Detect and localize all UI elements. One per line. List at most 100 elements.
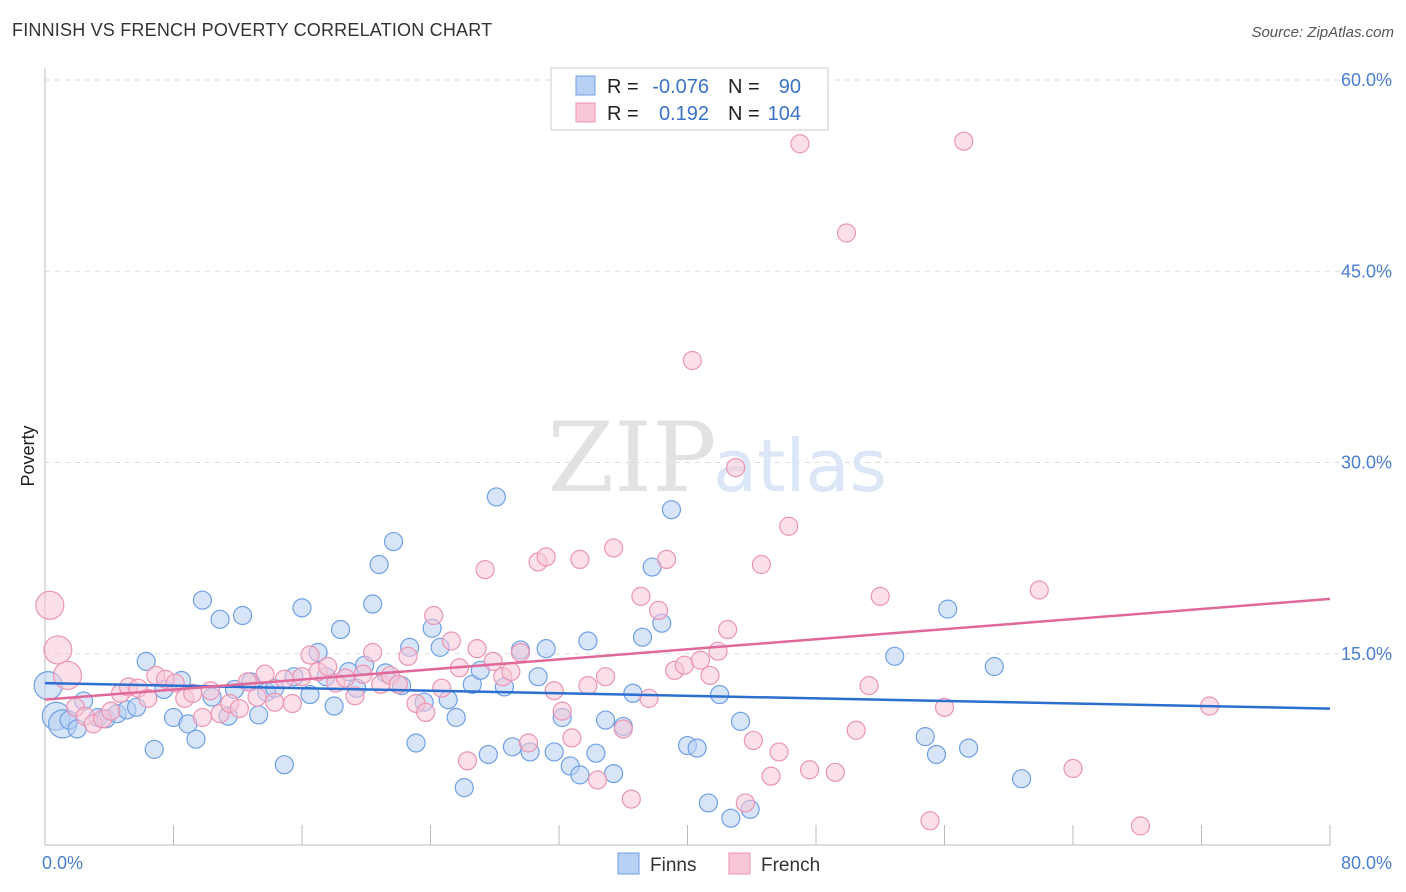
finns-point bbox=[536, 639, 556, 659]
finns-r-label: R = bbox=[607, 76, 639, 98]
french-point bbox=[35, 590, 65, 620]
french-legend-key bbox=[728, 852, 751, 875]
finns-points bbox=[33, 487, 1032, 828]
finns-point bbox=[478, 744, 498, 765]
finns-point bbox=[604, 763, 624, 784]
french-point bbox=[345, 686, 365, 706]
watermark-zip: ZIP bbox=[547, 402, 716, 514]
finns-point bbox=[984, 656, 1004, 677]
trend-lines bbox=[44, 597, 1331, 710]
french-point bbox=[761, 766, 781, 786]
finns-point bbox=[661, 500, 682, 520]
finns-point bbox=[300, 684, 320, 705]
finns-point bbox=[915, 727, 935, 747]
french-point bbox=[457, 751, 478, 771]
french-point bbox=[101, 701, 121, 721]
finns-point bbox=[406, 733, 426, 753]
french-point bbox=[562, 728, 582, 748]
french-point bbox=[769, 742, 789, 762]
french-point bbox=[648, 600, 669, 621]
finns-legend-swatch bbox=[575, 75, 596, 96]
finns-legend-key bbox=[617, 852, 640, 875]
french-point bbox=[613, 719, 633, 739]
y-tick-label: 30.0% bbox=[1341, 453, 1392, 473]
french-point bbox=[292, 667, 312, 687]
french-legend-swatch bbox=[575, 102, 596, 123]
finns-point bbox=[623, 683, 643, 703]
finns-point bbox=[330, 619, 351, 640]
french-point bbox=[335, 668, 355, 688]
french-point bbox=[192, 707, 213, 728]
french-point bbox=[300, 645, 320, 665]
french-point bbox=[587, 770, 608, 790]
french-point bbox=[247, 687, 267, 707]
chart-title: FINNISH VS FRENCH POVERTY CORRELATION CH… bbox=[12, 20, 493, 40]
french-point bbox=[398, 646, 418, 666]
finns-point bbox=[698, 793, 718, 813]
french-point bbox=[682, 350, 702, 371]
french-point bbox=[735, 793, 755, 813]
french-legend-label: French bbox=[761, 855, 820, 876]
french-point bbox=[934, 697, 955, 717]
french-r-label: R = bbox=[607, 103, 639, 125]
finns-point bbox=[144, 739, 164, 759]
x-tick-label: 80.0% bbox=[1341, 853, 1392, 873]
finns-point bbox=[136, 651, 156, 672]
french-point bbox=[846, 720, 866, 740]
french-point bbox=[265, 692, 285, 712]
y-tick-label: 45.0% bbox=[1341, 261, 1392, 281]
finns-point bbox=[292, 598, 312, 618]
finns-point bbox=[383, 531, 404, 552]
french-point bbox=[229, 698, 249, 719]
french-point bbox=[708, 641, 728, 661]
french-point bbox=[631, 586, 651, 606]
finns-point bbox=[192, 590, 213, 610]
tick-labels: 15.0% 30.0% 45.0% 60.0% 0.0% 80.0% bbox=[42, 70, 1392, 873]
french-point bbox=[318, 656, 338, 677]
french-point bbox=[690, 650, 710, 670]
finns-point bbox=[454, 778, 474, 798]
finns-point bbox=[885, 646, 905, 666]
french-point bbox=[544, 681, 564, 701]
french-point bbox=[441, 631, 461, 651]
finns-r-value: -0.076 bbox=[652, 76, 709, 98]
finns-point bbox=[502, 737, 523, 757]
french-point bbox=[363, 642, 383, 663]
finns-point bbox=[710, 684, 730, 705]
finns-point bbox=[486, 487, 506, 507]
french-point bbox=[790, 134, 810, 154]
french-point bbox=[416, 702, 436, 723]
finns-point bbox=[249, 705, 269, 725]
finns-point bbox=[687, 738, 707, 758]
french-point bbox=[1130, 816, 1151, 836]
finns-point bbox=[210, 609, 230, 629]
finns-point bbox=[938, 599, 958, 619]
french-point bbox=[621, 789, 641, 809]
french-r-value: 0.192 bbox=[659, 103, 709, 125]
y-tick-label: 60.0% bbox=[1341, 70, 1392, 90]
finns-point bbox=[958, 738, 979, 758]
finns-point bbox=[730, 711, 751, 731]
stats-legend-box bbox=[550, 67, 829, 131]
french-point bbox=[432, 678, 452, 698]
grid-lines bbox=[45, 79, 1392, 655]
french-point bbox=[718, 619, 738, 640]
finns-point bbox=[528, 667, 548, 687]
french-point bbox=[138, 688, 158, 708]
y-axis-title: Poverty bbox=[18, 425, 38, 486]
french-point bbox=[799, 760, 820, 780]
french-point bbox=[570, 549, 590, 570]
finns-point bbox=[369, 554, 389, 575]
finns-legend-label: Finns bbox=[650, 855, 696, 876]
french-point bbox=[595, 667, 616, 687]
french-n-value: 104 bbox=[768, 103, 801, 125]
french-point bbox=[674, 655, 694, 675]
finns-n-label: N = bbox=[728, 76, 760, 98]
french-point bbox=[743, 730, 763, 751]
french-point bbox=[282, 693, 302, 714]
finns-point bbox=[586, 743, 606, 763]
y-tick-label: 15.0% bbox=[1341, 644, 1392, 664]
french-point bbox=[475, 559, 495, 580]
french-point bbox=[920, 811, 940, 831]
